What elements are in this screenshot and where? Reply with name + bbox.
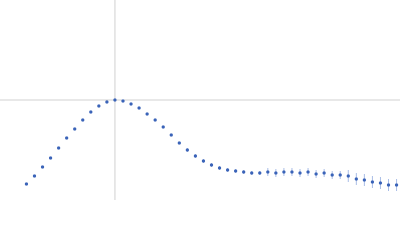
data-point [177,141,181,145]
data-point [370,180,375,184]
chart [0,0,400,200]
data-point [250,171,254,175]
data-point [24,182,29,186]
data-point [338,173,342,177]
data-point [169,133,173,137]
data-point [113,98,117,102]
data-point [274,171,278,175]
data-point [346,174,350,178]
data-point [193,154,198,158]
data-point [73,127,77,131]
data-point [65,136,69,140]
data-point [161,125,165,129]
data-point [201,159,206,163]
data-point [354,177,358,181]
data-point [81,118,85,122]
data-point [330,173,334,177]
data-point [298,171,302,175]
data-point [105,100,109,104]
data-point [242,170,246,174]
data-point [48,156,53,160]
data-point [145,112,149,116]
data-point [234,169,238,173]
data-point [89,110,93,114]
data-point [290,170,294,174]
data-point [282,170,286,174]
data-point [153,118,157,122]
data-point [32,174,37,178]
data-point [97,104,101,108]
data-point [314,172,318,176]
data-point [322,171,326,175]
data-point [121,99,125,103]
data-point [225,168,230,172]
data-point [362,178,366,182]
data-point [57,146,61,150]
data-point [209,163,214,167]
data-point [266,170,270,174]
data-point [185,148,189,152]
data-point [129,102,133,106]
data-point [378,181,383,185]
page: (() => { const data = JSON.parse(documen… [0,0,400,200]
data-point [217,166,222,170]
data-point [306,170,310,174]
data-point [386,183,391,187]
data-point [137,106,141,110]
data-point [394,183,399,187]
data-point [258,171,262,175]
data-point [40,165,45,169]
